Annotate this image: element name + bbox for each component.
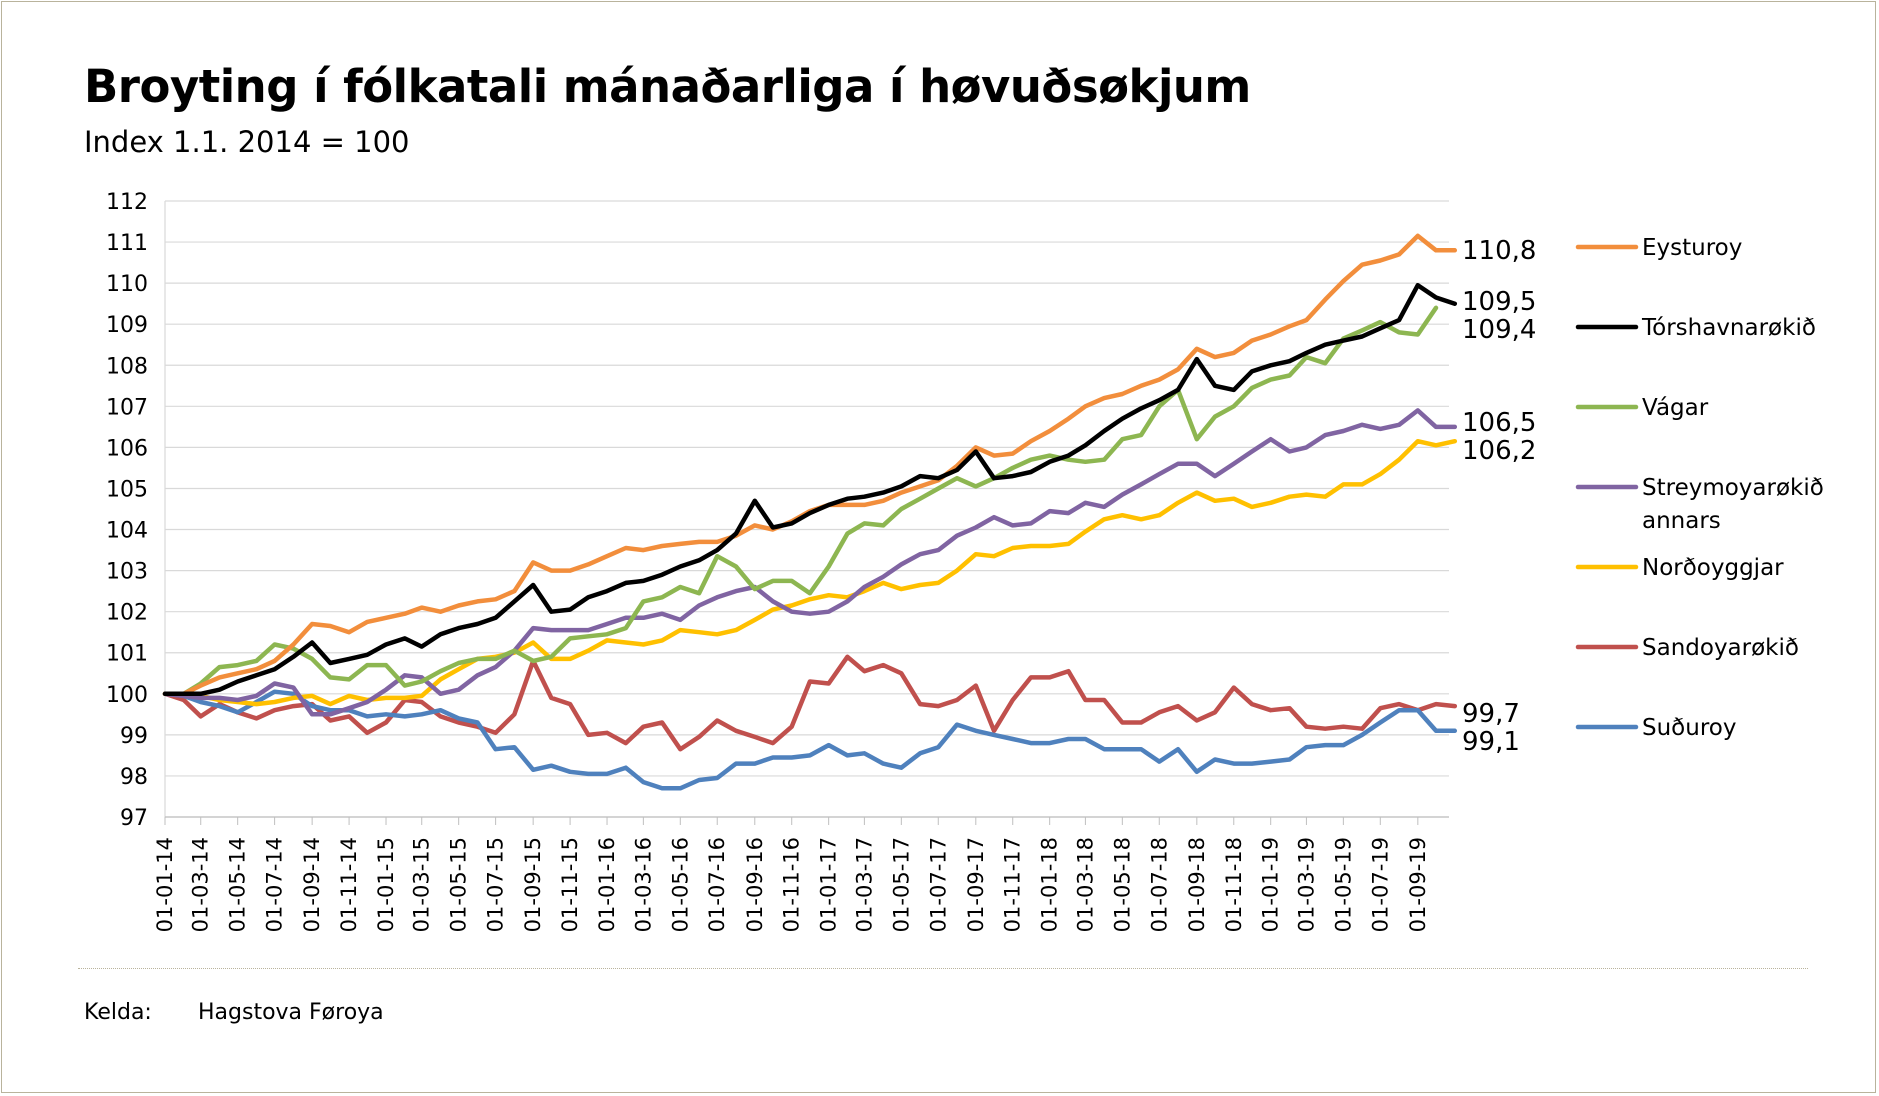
y-tick-label: 109	[106, 313, 148, 338]
x-tick-label: 01-07-17	[926, 837, 950, 932]
source-value: Hagstova Føroya	[198, 1000, 384, 1025]
legend-label: Tórshavnarøkið	[1641, 315, 1816, 341]
y-tick-label: 103	[106, 560, 148, 585]
x-tick-label: 01-03-16	[631, 837, 655, 932]
y-tick-label: 102	[106, 601, 148, 626]
legend-label: Suðuroy	[1642, 715, 1736, 741]
x-tick-label: 01-03-14	[189, 837, 213, 932]
x-tick-label: 01-01-15	[374, 837, 398, 932]
x-tick-label: 01-03-19	[1294, 837, 1318, 932]
x-tick-label: 01-05-17	[889, 837, 913, 932]
grid-lines	[164, 200, 1449, 818]
end-label-1: 110,8	[1462, 236, 1536, 266]
series-line-5	[162, 438, 1458, 707]
x-tick-label: 01-07-14	[263, 837, 287, 932]
x-tick-label: 01-07-16	[705, 837, 729, 932]
footer-divider	[78, 968, 1808, 969]
y-tick-label: 104	[106, 519, 148, 544]
x-tick-label: 01-11-15	[558, 837, 582, 932]
x-tick-label: 01-05-14	[226, 837, 250, 932]
x-tick-label: 01-11-17	[1001, 837, 1025, 932]
series-line-3	[162, 305, 1439, 697]
x-tick-label: 01-05-15	[447, 837, 471, 932]
series-line-6	[162, 654, 1458, 752]
x-tick-label: 01-05-16	[668, 837, 692, 932]
y-tick-label: 105	[106, 477, 148, 502]
source-label: Kelda:	[84, 1000, 152, 1025]
legend-label: Vágar	[1642, 395, 1709, 421]
x-tick-label: 01-07-18	[1147, 837, 1171, 932]
y-tick-label: 97	[120, 806, 148, 831]
x-tick-label: 01-01-14	[153, 837, 177, 932]
x-tick-label: 01-09-17	[964, 837, 988, 932]
end-label-2: 109,5	[1462, 287, 1536, 317]
series-line-7	[162, 689, 1458, 791]
y-tick-label: 110	[106, 272, 148, 297]
y-tick-label: 106	[106, 436, 148, 461]
y-tick-label: 101	[106, 642, 148, 667]
chart-subtitle: Index 1.1. 2014 = 100	[84, 125, 410, 159]
y-tick-label: 107	[106, 395, 148, 420]
end-label-7: 99,1	[1462, 727, 1520, 757]
legend-label: Eysturoy	[1642, 235, 1742, 261]
legend-label: Sandoyarøkið	[1642, 635, 1799, 661]
x-tick-label: 01-03-17	[852, 837, 876, 932]
y-axis-ticks: 97 98 99 100 101 102 103 104 105 106 107 108 109 110 1…	[106, 190, 148, 831]
chart-title: Broyting í fólkatali mánaðarliga í høvuð…	[84, 60, 1251, 113]
series-line-4	[162, 408, 1458, 717]
series-line-2	[162, 282, 1458, 697]
x-axis-ticks: 01-01-14 01-03-14 01-05-14 01-07-14 01-09-14…	[153, 817, 1430, 932]
x-tick-label: 01-09-18	[1185, 837, 1209, 932]
x-tick-label: 01-09-15	[521, 837, 545, 932]
series-line-1	[162, 233, 1458, 697]
y-tick-label: 99	[120, 724, 148, 749]
x-tick-label: 01-09-14	[300, 837, 324, 932]
x-tick-label: 01-07-19	[1368, 837, 1392, 932]
y-tick-label: 108	[106, 354, 148, 379]
x-tick-label: 01-01-17	[817, 837, 841, 932]
x-tick-label: 01-01-18	[1038, 837, 1062, 932]
end-label-5: 106,2	[1462, 436, 1536, 466]
x-tick-label: 01-03-15	[410, 837, 434, 932]
x-tick-label: 01-01-19	[1259, 837, 1283, 932]
y-tick-label: 112	[106, 190, 148, 215]
series-lines	[162, 233, 1458, 791]
end-label-4: 106,5	[1462, 408, 1536, 438]
end-label-6: 99,7	[1462, 699, 1520, 729]
legend-label-cont: annars	[1642, 508, 1721, 534]
x-tick-label: 01-05-18	[1110, 837, 1134, 932]
legend-label: Streymoyarøkið	[1642, 475, 1824, 501]
end-label-3: 109,4	[1462, 315, 1536, 345]
y-tick-label: 111	[106, 231, 148, 256]
x-tick-label: 01-09-16	[743, 837, 767, 932]
x-tick-label: 01-07-15	[484, 837, 508, 932]
x-tick-label: 01-03-18	[1073, 837, 1097, 932]
legend-label: Norðoyggjar	[1642, 555, 1784, 581]
y-tick-label: 100	[106, 683, 148, 708]
x-tick-label: 01-11-14	[337, 837, 361, 932]
x-tick-label: 01-11-16	[780, 837, 804, 932]
y-tick-label: 98	[120, 765, 148, 790]
x-tick-label: 01-09-19	[1406, 837, 1430, 932]
x-tick-label: 01-01-16	[595, 837, 619, 932]
x-tick-label: 01-11-18	[1222, 837, 1246, 932]
x-tick-label: 01-05-19	[1331, 837, 1355, 932]
legend: Eysturoy Tórshavnarøkið Vágar Streymoyarøki…	[1575, 235, 1824, 741]
